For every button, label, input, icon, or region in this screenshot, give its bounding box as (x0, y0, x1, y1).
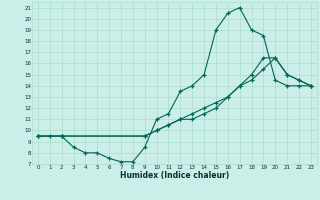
X-axis label: Humidex (Indice chaleur): Humidex (Indice chaleur) (120, 171, 229, 180)
